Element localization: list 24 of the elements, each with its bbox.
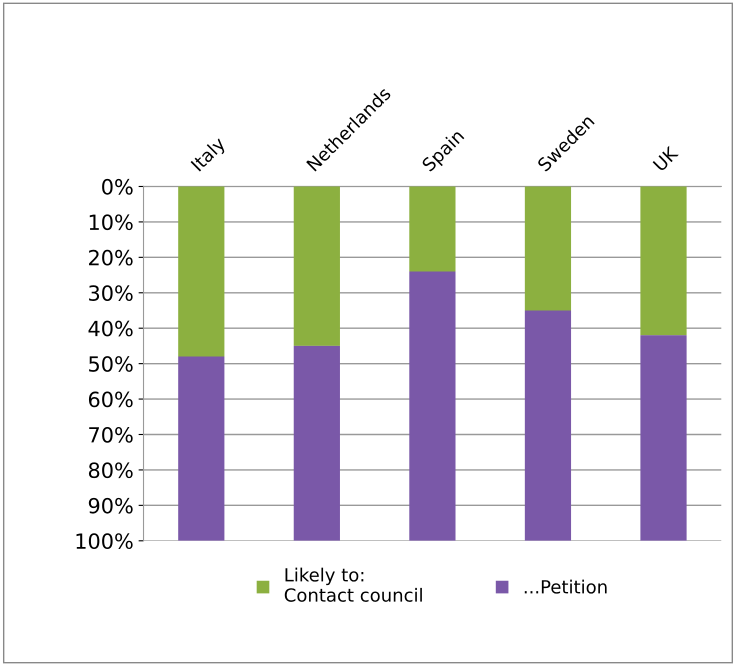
bar — [409, 186, 456, 272]
bar — [524, 310, 572, 541]
y-tick-label: 50% — [89, 356, 133, 372]
y-tick-label: 70% — [89, 426, 133, 443]
bar — [640, 186, 687, 336]
legend-label: Likely to: Contact council — [284, 568, 422, 602]
y-tick-label: 10% — [90, 214, 133, 230]
y-tick-label: 80% — [88, 462, 133, 478]
bar — [640, 335, 687, 541]
y-tick-label: 30% — [89, 285, 133, 301]
bar — [409, 272, 456, 541]
x-tick-label: UK — [652, 145, 680, 172]
y-tick-label: 40% — [88, 320, 133, 336]
y-tick-label: 100% — [76, 533, 133, 550]
bar — [178, 356, 224, 541]
y-tick-label: 60% — [88, 392, 133, 408]
y-tick-label: 0% — [102, 178, 133, 195]
bar — [294, 346, 340, 541]
y-tick-label: 20% — [89, 250, 133, 266]
bar — [524, 186, 572, 310]
bar — [178, 186, 224, 357]
legend-label: ...Petition — [524, 580, 607, 594]
y-tick-label: 90% — [88, 498, 133, 514]
bar — [294, 186, 340, 346]
